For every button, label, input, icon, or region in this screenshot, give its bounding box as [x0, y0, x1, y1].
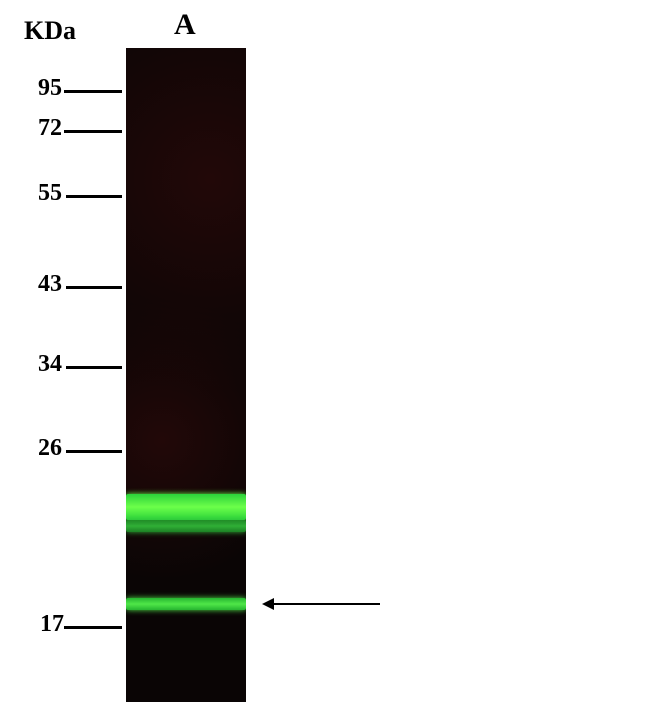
band-1	[126, 494, 246, 520]
marker-tick-34	[66, 366, 122, 369]
band-2	[126, 520, 246, 532]
marker-label-34: 34	[22, 351, 62, 378]
marker-tick-43	[66, 286, 122, 289]
marker-tick-72	[64, 130, 122, 133]
marker-tick-26	[66, 450, 122, 453]
marker-label-17: 17	[24, 611, 64, 638]
axis-unit-label: KDa	[24, 16, 76, 46]
arrow-head	[262, 598, 274, 610]
band-3	[126, 598, 246, 610]
gel-lane-a	[126, 48, 246, 702]
marker-label-26: 26	[22, 435, 62, 462]
marker-tick-55	[66, 195, 122, 198]
marker-label-72: 72	[22, 115, 62, 142]
marker-label-95: 95	[22, 75, 62, 102]
marker-label-55: 55	[22, 180, 62, 207]
marker-tick-17	[64, 626, 122, 629]
arrow-shaft	[274, 603, 380, 605]
lane-a-label: A	[174, 8, 196, 42]
marker-tick-95	[64, 90, 122, 93]
marker-label-43: 43	[22, 271, 62, 298]
